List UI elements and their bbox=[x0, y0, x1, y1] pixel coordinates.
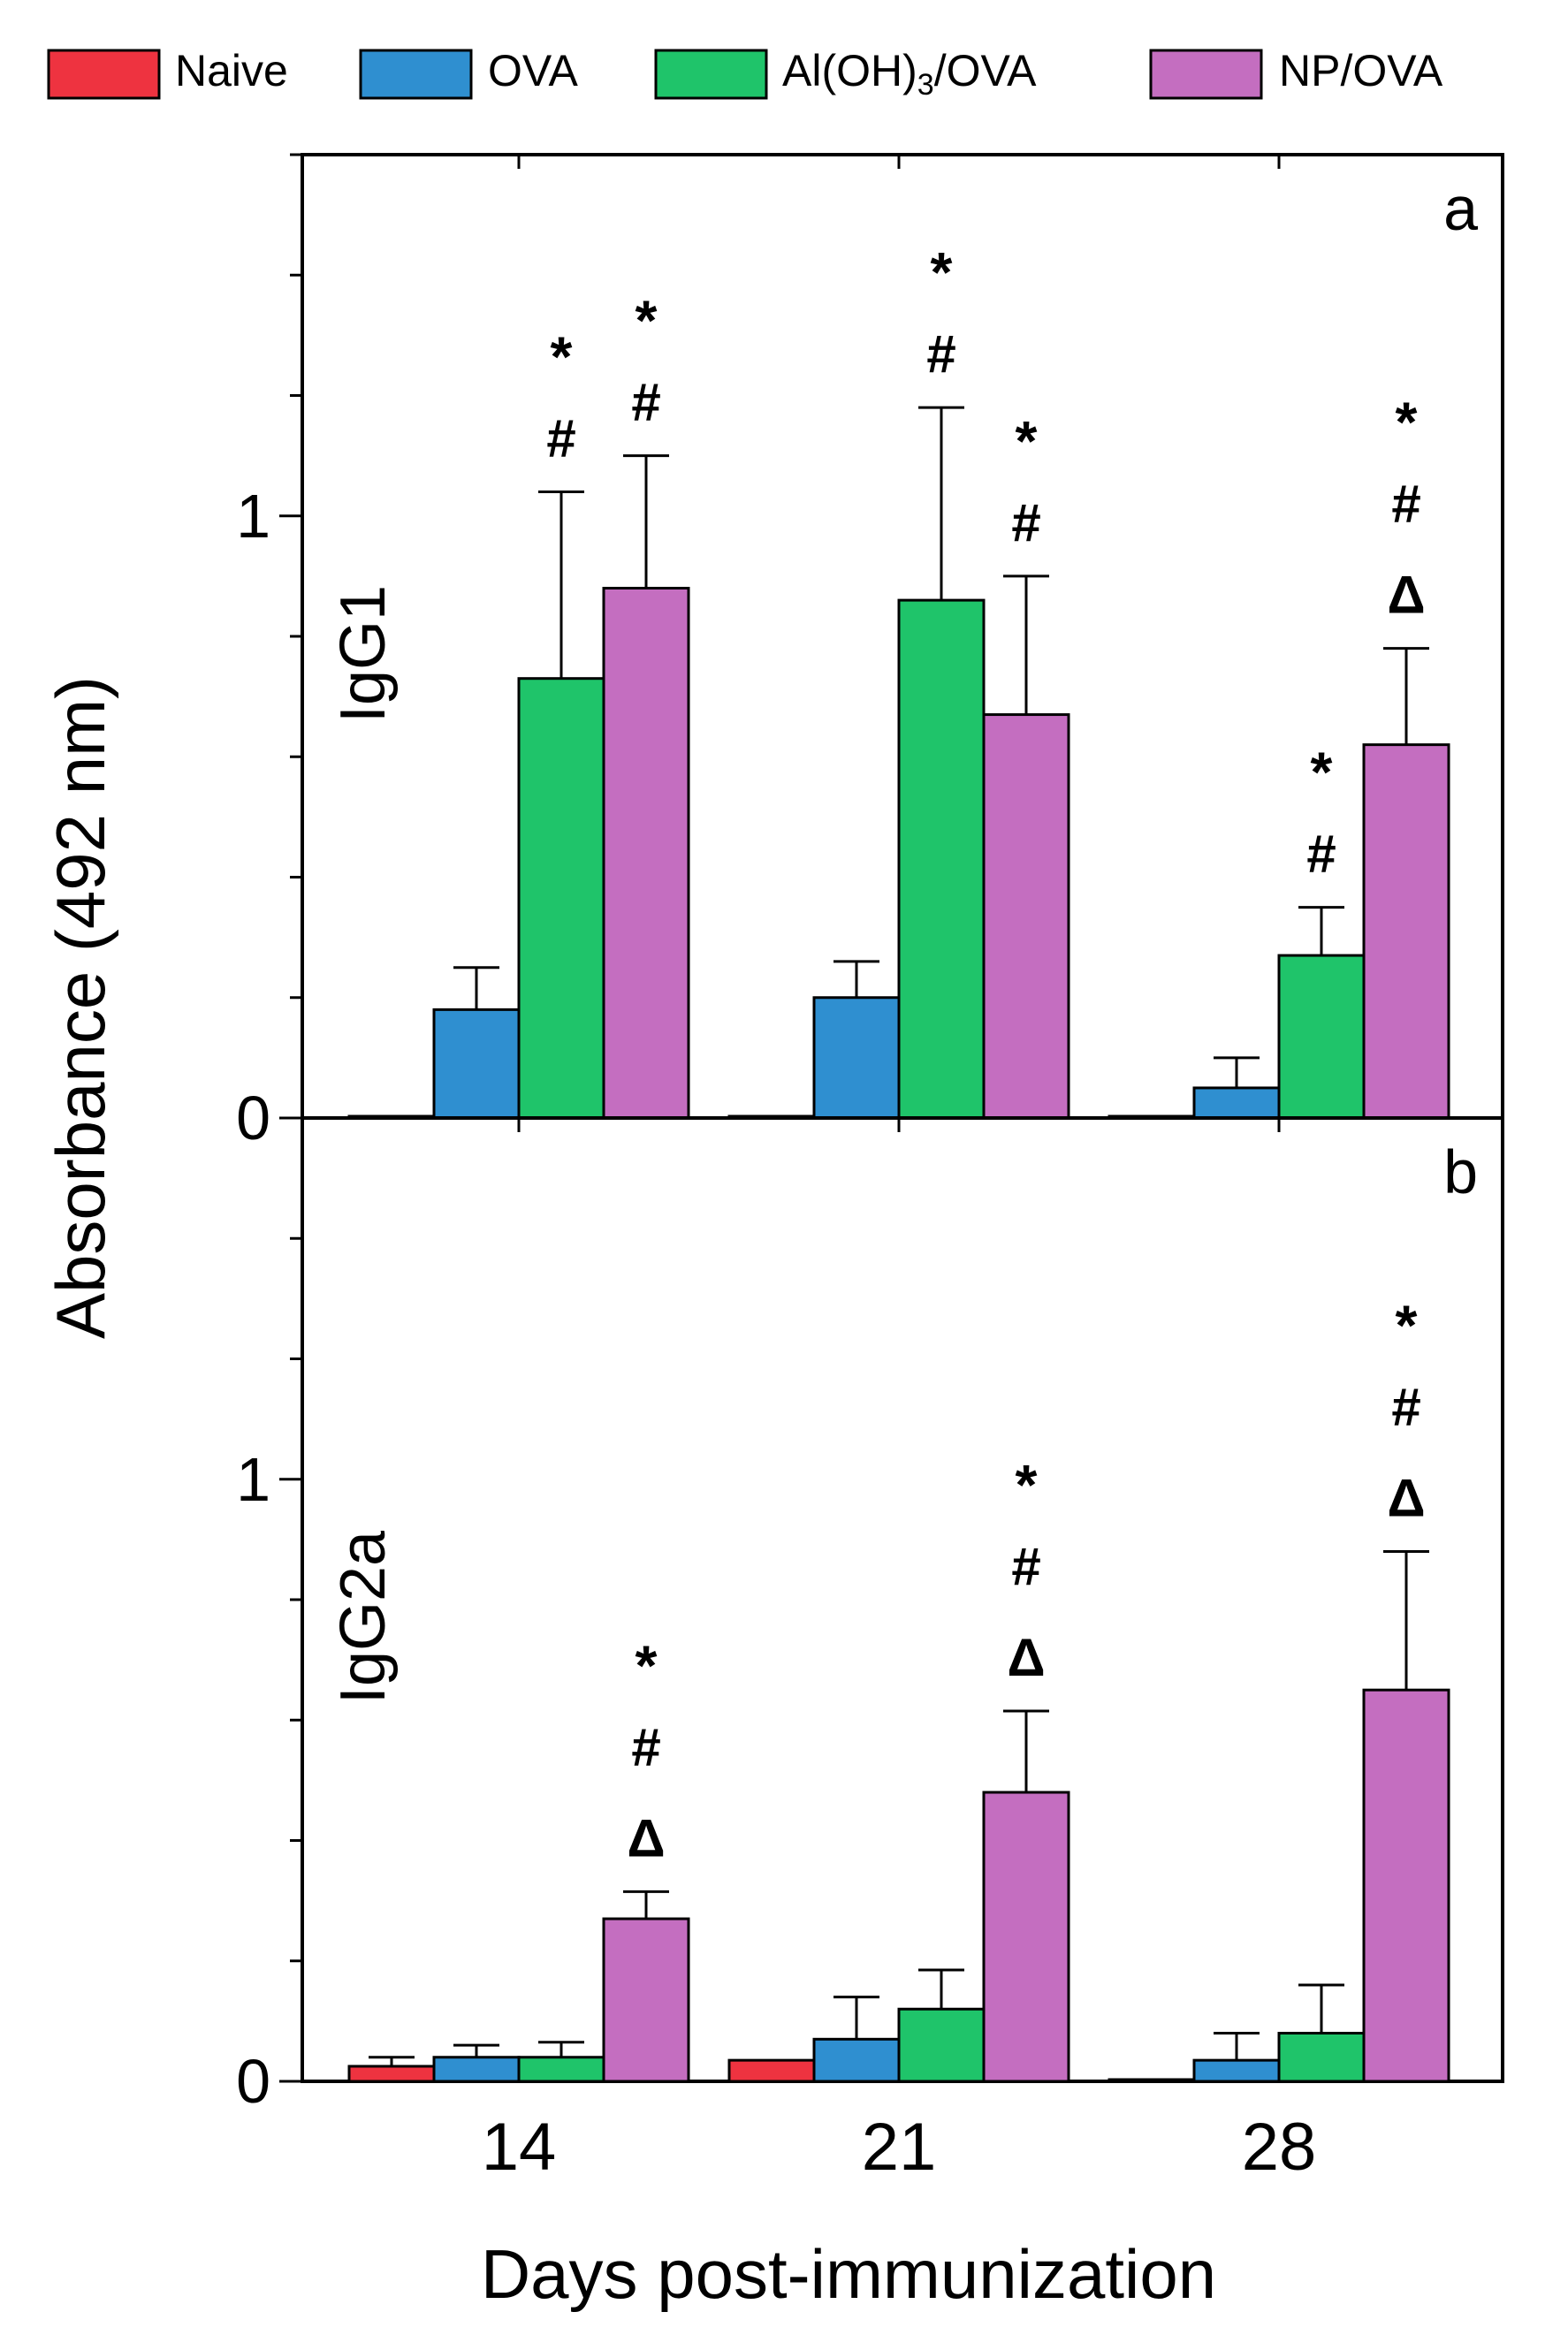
bar-naive-day-14 bbox=[347, 2065, 436, 2083]
legend-label-np-ova: NP/OVA bbox=[1279, 46, 1443, 95]
bar-al-oh-3-ova-day-14 bbox=[517, 2056, 605, 2083]
bar-ova-day-28 bbox=[1192, 1086, 1281, 1120]
legend-swatch-np-ova bbox=[1149, 49, 1263, 100]
significance-mark: # bbox=[1011, 1537, 1040, 1596]
bar-np-ova-day-21 bbox=[982, 1791, 1070, 2083]
panel-b: 0 1 b IgG2a 14 21 28 * # Δ * # Δ * # Δ bbox=[236, 1116, 1504, 2185]
significance-mark: # bbox=[1011, 493, 1040, 552]
bar-ova-day-21 bbox=[812, 2037, 901, 2083]
y-tick-label: 1 bbox=[236, 482, 270, 551]
bar-ova-day-28 bbox=[1192, 2058, 1281, 2083]
legend-item-np-ova: NP/OVA bbox=[1149, 46, 1443, 100]
legend-swatch-naive bbox=[47, 49, 161, 100]
bar-ova-day-21 bbox=[812, 996, 901, 1120]
legend-label-ova: OVA bbox=[488, 46, 579, 95]
significance-mark: Δ bbox=[1387, 566, 1425, 625]
significance-mark: * bbox=[551, 325, 573, 389]
x-tick-label: 21 bbox=[862, 2110, 937, 2185]
bar-naive-day-28 bbox=[1107, 2078, 1196, 2083]
x-axis-title: Days post-immunization bbox=[481, 2235, 1216, 2313]
significance-mark: Δ bbox=[1007, 1628, 1045, 1687]
bar-al-oh-3-ova-day-14 bbox=[517, 677, 605, 1120]
bar-al-oh-3-ova-day-28 bbox=[1277, 954, 1366, 1120]
significance-mark: # bbox=[631, 373, 660, 432]
significance-mark: # bbox=[546, 409, 575, 468]
bar-np-ova-day-14 bbox=[602, 1917, 690, 2083]
bar-ova-day-14 bbox=[432, 2056, 521, 2083]
x-tick-label: 28 bbox=[1242, 2110, 1317, 2185]
significance-mark: * bbox=[931, 240, 953, 304]
legend-label-aloh3-ova: Al(OH)3/OVA bbox=[782, 46, 1037, 102]
bar-np-ova-day-14 bbox=[602, 587, 690, 1120]
bar-np-ova-day-28 bbox=[1362, 743, 1450, 1120]
significance-mark: * bbox=[1396, 1294, 1418, 1358]
significance-mark: Δ bbox=[627, 1808, 665, 1867]
panel-label: IgG2a bbox=[328, 1530, 399, 1704]
significance-mark: * bbox=[1396, 391, 1418, 454]
panel-frame bbox=[301, 1116, 1504, 2083]
y-tick-label: 0 bbox=[236, 2047, 270, 2116]
y-axis-title: Absorbance (492 nm) bbox=[42, 676, 119, 1339]
significance-mark: Δ bbox=[1387, 1469, 1425, 1528]
significance-mark: # bbox=[1306, 825, 1336, 884]
significance-mark: * bbox=[1016, 1453, 1038, 1517]
significance-mark: * bbox=[1016, 409, 1038, 473]
x-tick-label: 14 bbox=[482, 2110, 557, 2185]
legend-item-aloh3-ova: Al(OH)3/OVA bbox=[654, 46, 1037, 102]
bar-np-ova-day-28 bbox=[1362, 1688, 1450, 2083]
legend: Naive OVA Al(OH)3/OVA NP/OVA bbox=[47, 46, 1443, 102]
significance-mark: # bbox=[631, 1717, 660, 1776]
significance-mark: # bbox=[1391, 1378, 1420, 1437]
bar-np-ova-day-21 bbox=[982, 713, 1070, 1120]
significance-mark: * bbox=[1311, 741, 1333, 804]
legend-swatch-ova bbox=[359, 49, 473, 100]
panel-label: IgG1 bbox=[328, 585, 399, 723]
y-tick-label: 0 bbox=[236, 1084, 270, 1152]
bar-naive-day-21 bbox=[727, 2058, 816, 2083]
significance-mark: # bbox=[1391, 475, 1420, 534]
bar-al-oh-3-ova-day-21 bbox=[897, 598, 986, 1120]
panel-letter: b bbox=[1443, 1137, 1478, 1206]
legend-label-naive: Naive bbox=[175, 46, 288, 95]
significance-mark: # bbox=[926, 324, 955, 384]
panel-a: 0 1 a IgG1 * # * # * # * # * # * # Δ bbox=[236, 153, 1504, 1152]
legend-swatch-aloh3-ova bbox=[654, 49, 768, 100]
panel-letter: a bbox=[1443, 174, 1478, 243]
y-tick-label: 1 bbox=[236, 1445, 270, 1514]
panels: 0 1 a IgG1 * # * # * # * # * # * # Δ 0 1 b IgG2a 14 21 28 * # Δ * # Δ… bbox=[236, 153, 1504, 2185]
significance-mark: * bbox=[636, 1633, 658, 1697]
legend-item-ova: OVA bbox=[359, 46, 579, 100]
bar-al-oh-3-ova-day-21 bbox=[897, 2007, 986, 2083]
legend-item-naive: Naive bbox=[47, 46, 288, 100]
significance-mark: * bbox=[636, 289, 658, 353]
bar-ova-day-14 bbox=[432, 1008, 521, 1120]
bar-al-oh-3-ova-day-28 bbox=[1277, 2032, 1366, 2083]
